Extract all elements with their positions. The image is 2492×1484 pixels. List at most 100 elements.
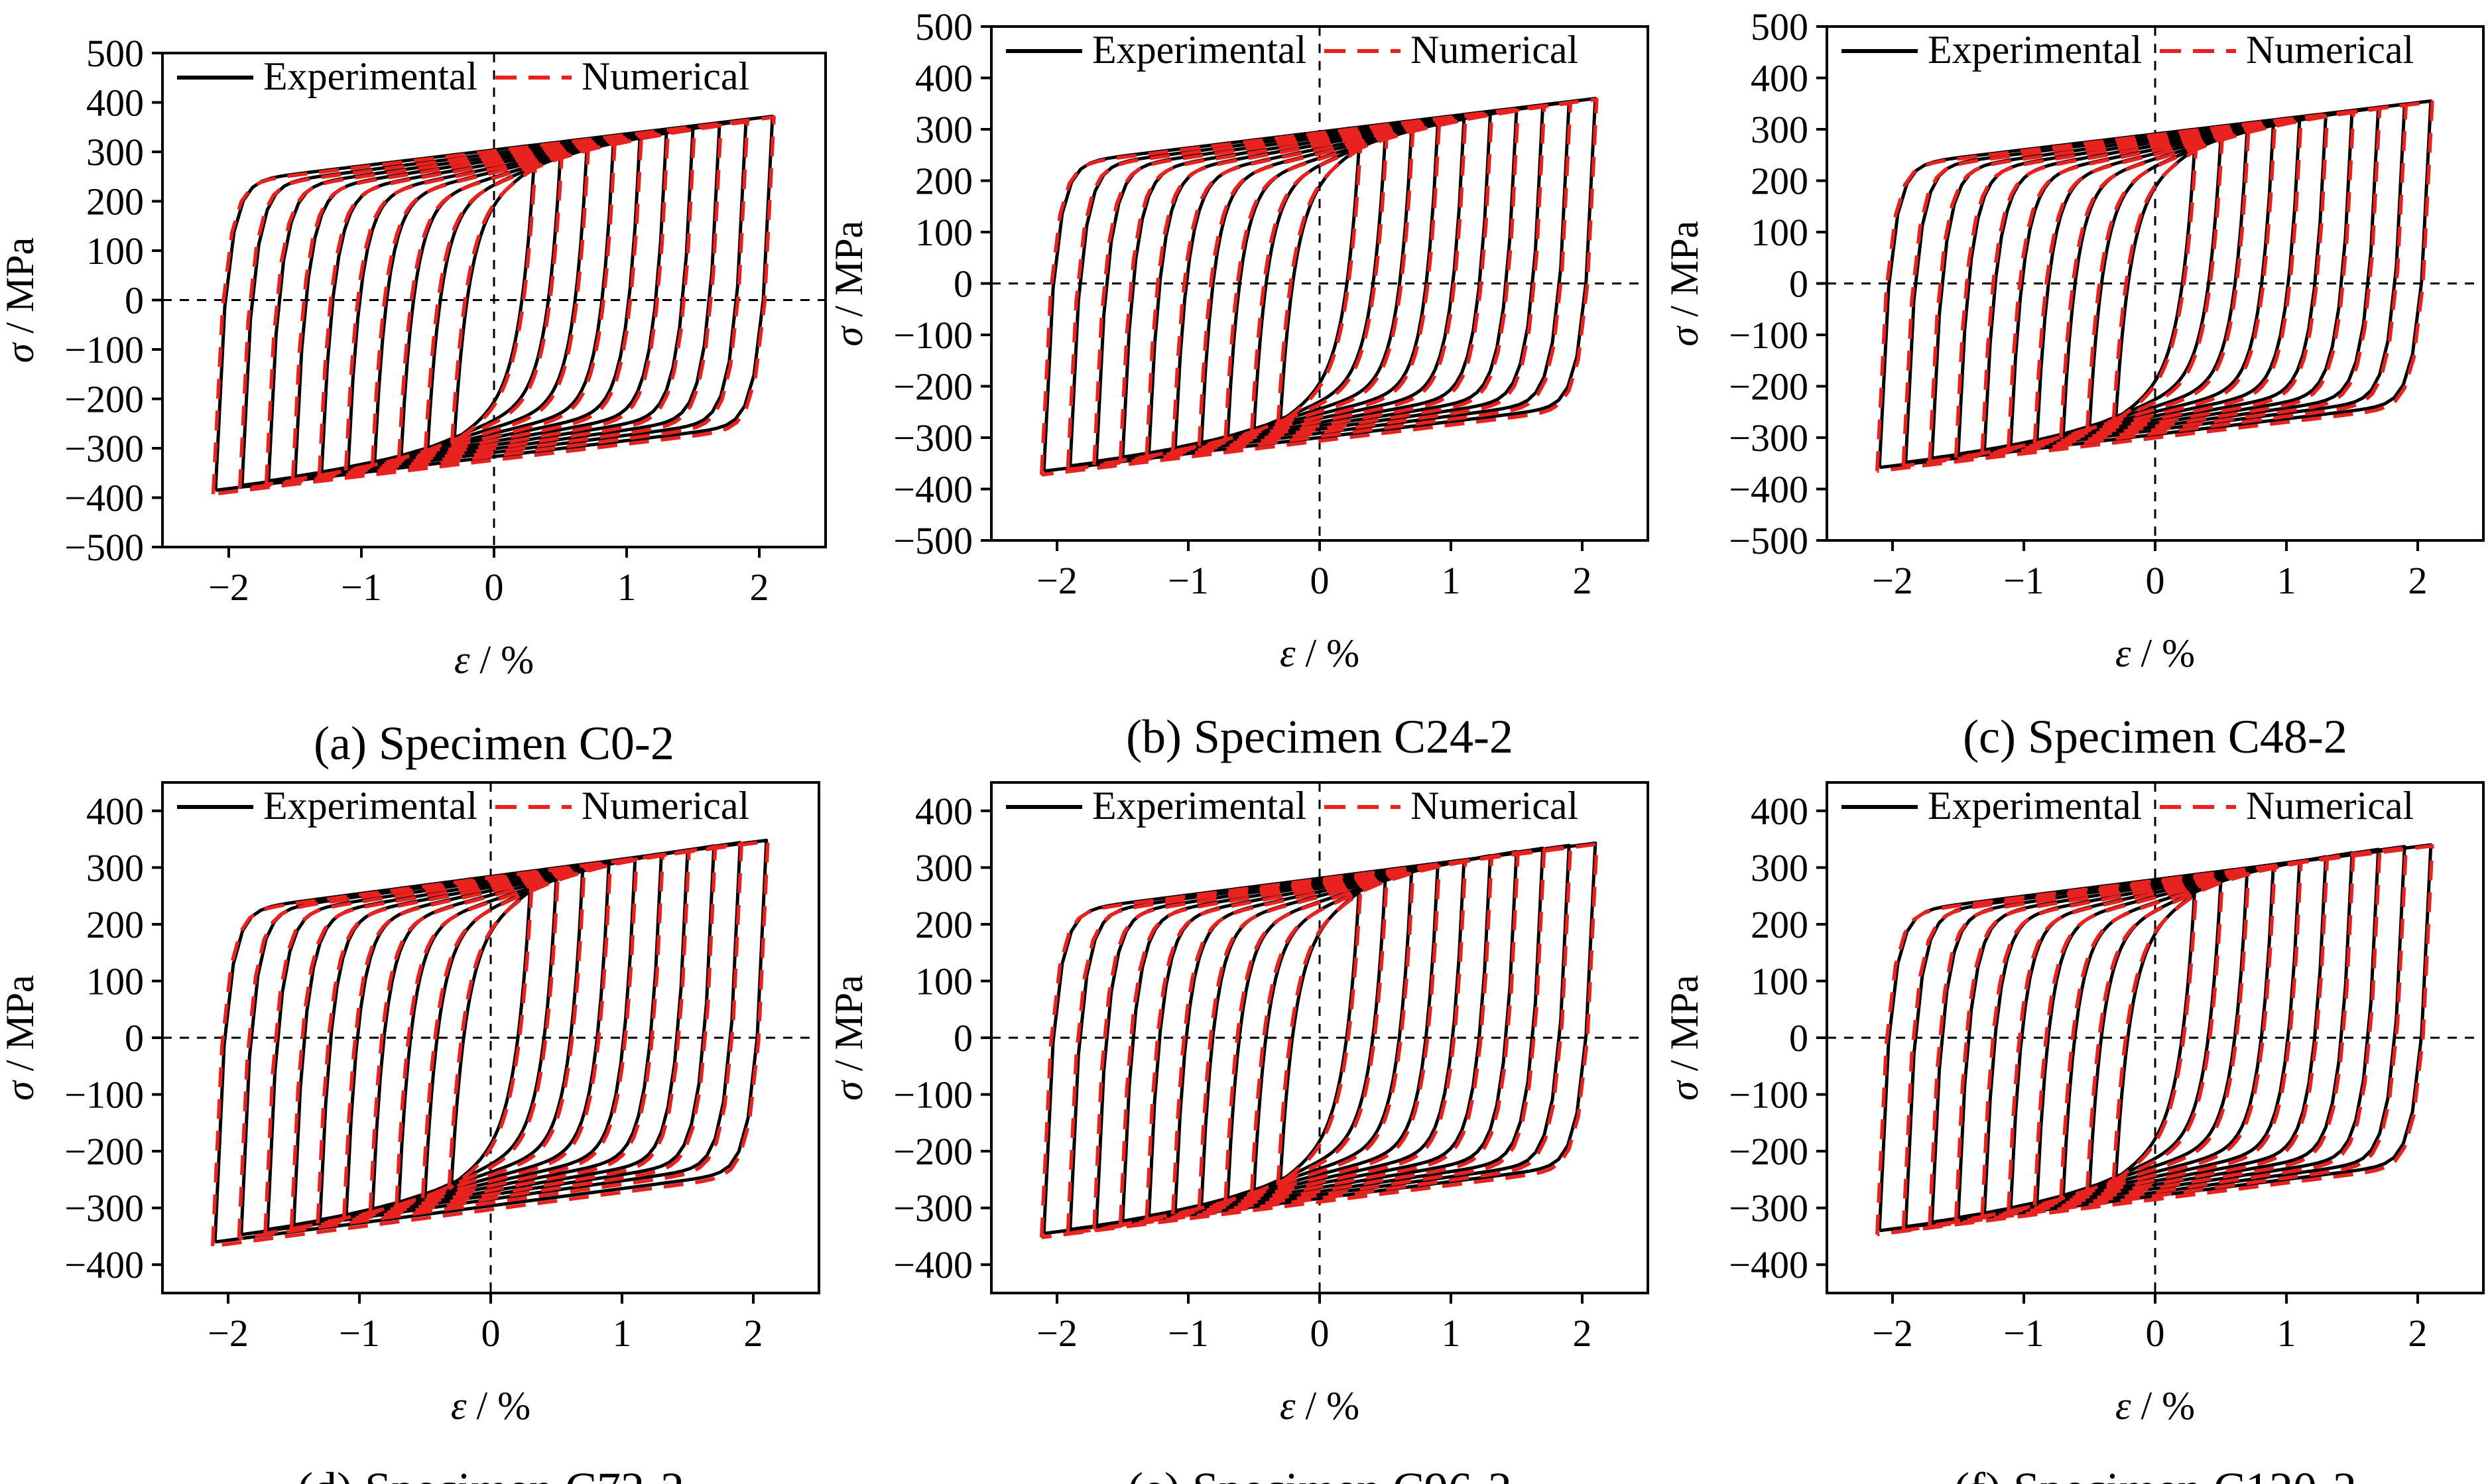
- y-tick-label: −100: [893, 1074, 973, 1117]
- legend: Experimental Numerical: [177, 784, 749, 828]
- panel-caption: (c) Specimen C48-2: [1963, 710, 2347, 763]
- x-axis-unit: / %: [470, 638, 534, 682]
- panel-caption: (b) Specimen C24-2: [1126, 710, 1513, 763]
- x-tick-label: −1: [2003, 1312, 2044, 1355]
- y-tick-label: 0: [954, 1017, 973, 1060]
- x-tick-label: −1: [341, 566, 382, 609]
- numerical-loop-10: [1875, 100, 2434, 473]
- legend-label-experimental: Experimental: [263, 784, 477, 828]
- y-tick-label: 200: [915, 160, 973, 203]
- x-tick-label: 2: [2408, 559, 2428, 602]
- numerical-loop-6: [1980, 114, 2330, 456]
- y-axis-label: σ / MPa: [0, 237, 42, 363]
- x-tick-label: 2: [2408, 1312, 2428, 1355]
- x-tick-label: −2: [1036, 559, 1078, 602]
- x-axis-unit: / %: [1296, 631, 1360, 675]
- y-tick-label: −300: [893, 416, 973, 460]
- y-tick-label: −100: [893, 314, 973, 357]
- numerical-loop-4: [2032, 865, 2277, 1207]
- x-axis-symbol: ε: [454, 638, 470, 682]
- x-axis-unit: / %: [467, 1384, 531, 1428]
- x-axis-label: ε / %: [451, 1384, 530, 1428]
- numerical-loop-9: [1066, 844, 1573, 1235]
- y-tick-label: −300: [64, 427, 144, 470]
- x-tick-label: 1: [1442, 559, 1461, 602]
- legend-label-experimental: Experimental: [1928, 28, 2142, 72]
- x-tick-label: 1: [2277, 559, 2296, 602]
- numerical-loop-10: [210, 839, 770, 1248]
- numerical-loop-1: [1276, 890, 1363, 1187]
- y-tick-label: 200: [1751, 903, 1808, 946]
- curves-group: [211, 114, 776, 496]
- x-tick-label: −1: [2003, 559, 2044, 602]
- x-tick-label: −1: [1168, 1312, 1209, 1355]
- x-tick-label: −1: [339, 1312, 380, 1355]
- legend: Experimental Numerical: [1841, 28, 2414, 72]
- y-tick-label: −100: [1729, 314, 1808, 357]
- y-tick-label: 100: [1751, 959, 1808, 1003]
- numerical-loop-1: [2111, 892, 2198, 1184]
- panel-caption: (d) Specimen C72-2: [297, 1463, 684, 1484]
- y-axis-label: σ / MPa: [827, 221, 871, 347]
- x-tick-label: 1: [2277, 1312, 2296, 1355]
- y-tick-label: −100: [1729, 1074, 1808, 1117]
- chart-panel-d: −2 −1 0 1 2 400 300 200 100 0 −100 −200 −300 −400 ε / …: [0, 781, 820, 1484]
- y-tick-label: −400: [1729, 1243, 1808, 1286]
- legend-label-experimental: Experimental: [263, 54, 477, 98]
- y-axis-label: σ / MPa: [0, 975, 42, 1101]
- x-tick-label: 2: [744, 1312, 763, 1355]
- y-tick-label: −400: [1729, 468, 1808, 511]
- y-axis-label: σ / MPa: [827, 975, 871, 1101]
- y-tick-label: 300: [86, 846, 144, 889]
- x-tick-label: 0: [1310, 559, 1330, 602]
- x-tick-label: 0: [481, 1312, 501, 1355]
- x-tick-label: 1: [613, 1312, 632, 1355]
- x-axis-label: ε / %: [454, 638, 534, 682]
- numerical-loop-3: [395, 869, 586, 1207]
- legend-label-experimental: Experimental: [1928, 784, 2142, 828]
- x-axis-label: ε / %: [2115, 1384, 2195, 1428]
- y-tick-label: −500: [893, 519, 973, 562]
- y-tick-label: −100: [64, 328, 144, 371]
- x-axis-label: ε / %: [2115, 631, 2195, 675]
- numerical-loop-10: [211, 115, 776, 496]
- legend-label-experimental: Experimental: [1092, 784, 1306, 828]
- panel-caption: (e) Specimen C96-2: [1127, 1463, 1512, 1484]
- y-tick-label: 500: [915, 5, 973, 48]
- numerical-loop-3: [1223, 871, 1415, 1204]
- y-tick-label: 100: [1751, 211, 1808, 254]
- y-tick-label: 200: [86, 903, 144, 946]
- y-tick-label: 200: [915, 903, 973, 946]
- y-tick-label: 100: [86, 229, 144, 273]
- curves-group: [1875, 843, 2434, 1237]
- x-axis-label: ε / %: [1280, 1384, 1359, 1428]
- x-tick-label: −2: [208, 566, 249, 609]
- y-tick-label: 0: [125, 279, 144, 322]
- y-tick-label: −400: [64, 477, 144, 520]
- y-axis-unit: / MPa: [1662, 221, 1706, 327]
- y-axis-unit: / MPa: [827, 975, 871, 1081]
- x-tick-label: 1: [1442, 1312, 1461, 1355]
- legend-label-numerical: Numerical: [2246, 28, 2414, 72]
- x-tick-label: 2: [1573, 1312, 1592, 1355]
- numerical-loop-8: [264, 123, 723, 487]
- x-axis-unit: / %: [2131, 1384, 2196, 1428]
- y-axis-symbol: σ: [0, 341, 42, 363]
- y-axis-unit: / MPa: [0, 975, 42, 1081]
- x-axis-symbol: ε: [2115, 1384, 2131, 1428]
- y-tick-label: 400: [1751, 57, 1808, 100]
- y-tick-label: 0: [125, 1017, 144, 1060]
- y-tick-label: −400: [893, 1243, 973, 1286]
- legend: Experimental Numerical: [177, 54, 749, 98]
- y-tick-label: 500: [86, 32, 144, 75]
- legend: Experimental Numerical: [1006, 28, 1578, 72]
- legend-label-experimental: Experimental: [1092, 28, 1306, 72]
- x-tick-label: 1: [617, 566, 637, 609]
- y-axis-unit: / MPa: [0, 237, 42, 343]
- y-axis-symbol: σ: [827, 325, 871, 346]
- y-axis-unit: / MPa: [827, 221, 871, 327]
- y-tick-label: 300: [915, 108, 973, 151]
- experimental-loop-5: [1173, 858, 1466, 1213]
- y-tick-label: −200: [64, 1130, 144, 1173]
